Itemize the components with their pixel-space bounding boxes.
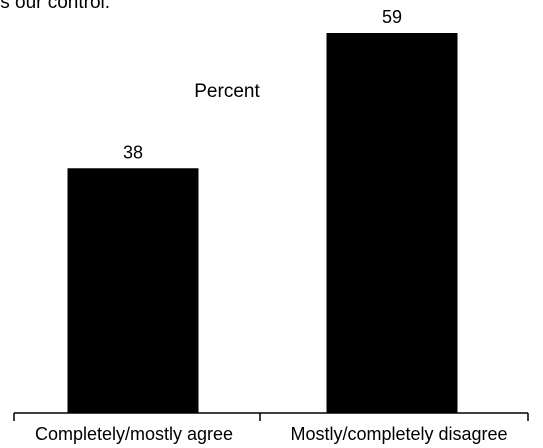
- category-label-agree: Completely/mostly agree: [35, 424, 233, 444]
- bar-agree: [67, 168, 199, 413]
- bar-disagree: [326, 33, 458, 413]
- y-axis-label: Percent: [194, 81, 260, 102]
- data-label-disagree: 59: [382, 7, 402, 27]
- clipped-header-text: is our control.: [0, 0, 110, 13]
- bars-group: [67, 33, 458, 413]
- data-label-agree: 38: [123, 142, 143, 162]
- category-label-disagree: Mostly/completely disagree: [290, 424, 507, 444]
- data-labels-group: 38 59: [123, 7, 402, 162]
